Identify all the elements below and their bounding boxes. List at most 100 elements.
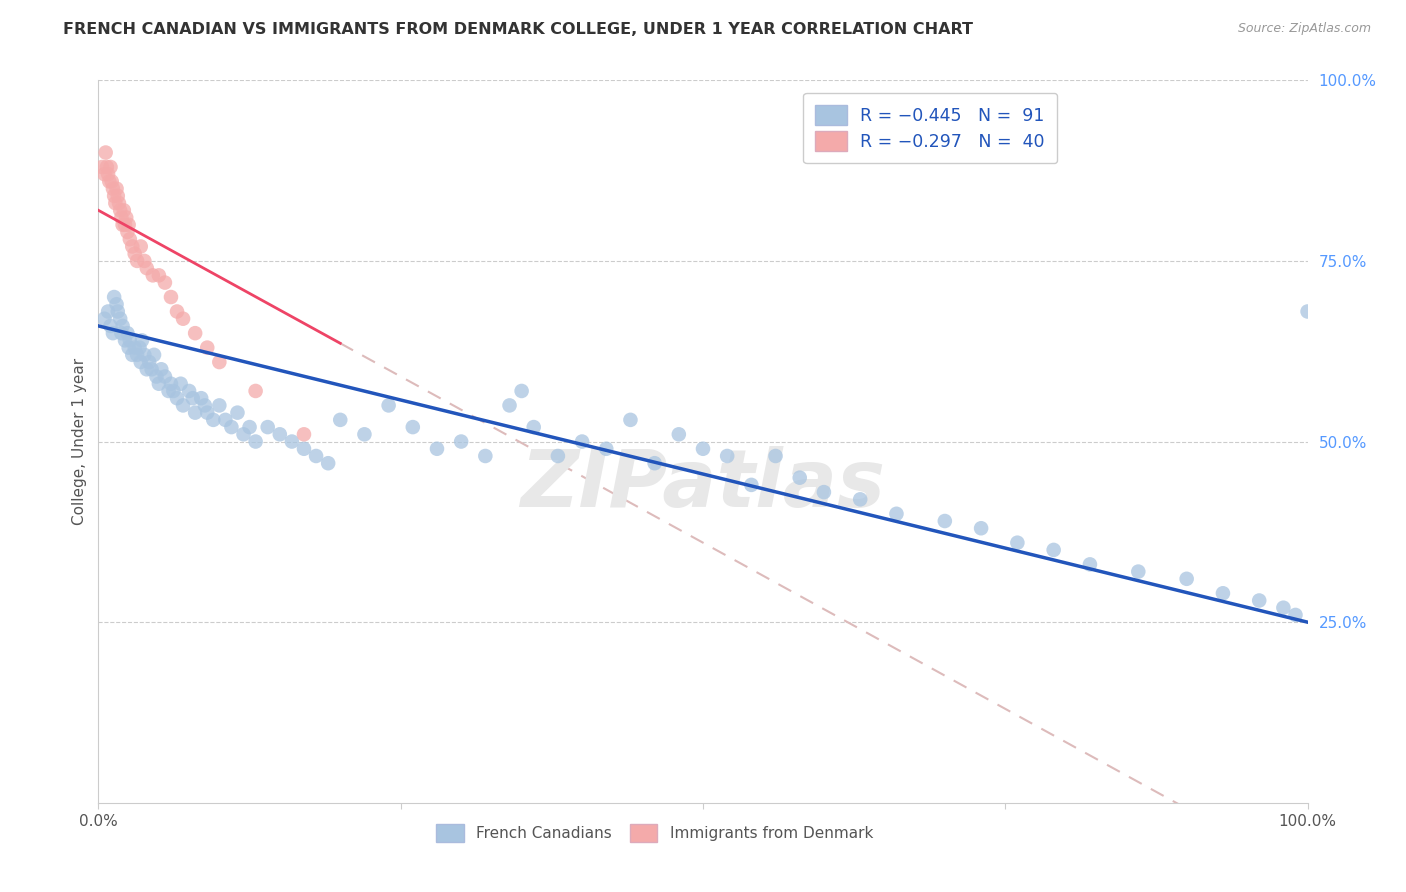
Point — [245, 434, 267, 449]
Point — [121, 239, 143, 253]
Point — [128, 341, 150, 355]
Point — [292, 427, 315, 442]
Point — [117, 326, 139, 340]
Point — [239, 420, 262, 434]
Point — [100, 174, 122, 188]
Point — [118, 334, 141, 348]
Point — [157, 384, 180, 398]
Point — [148, 376, 170, 391]
Point — [129, 355, 152, 369]
Point — [214, 413, 236, 427]
Point — [1272, 600, 1295, 615]
Point — [131, 334, 153, 348]
Point — [179, 384, 201, 398]
Point — [117, 225, 139, 239]
Point — [145, 369, 167, 384]
Point — [107, 304, 129, 318]
Point — [202, 413, 225, 427]
Point — [765, 449, 787, 463]
Point — [1078, 558, 1101, 572]
Point — [184, 406, 207, 420]
Point — [1212, 586, 1234, 600]
Point — [329, 413, 352, 427]
Point — [100, 318, 122, 333]
Y-axis label: College, Under 1 year: College, Under 1 year — [72, 358, 87, 525]
Point — [138, 355, 160, 369]
Point — [195, 341, 218, 355]
Point — [118, 341, 141, 355]
Point — [316, 456, 339, 470]
Point — [97, 167, 120, 181]
Legend: French Canadians, Immigrants from Denmark: French Canadians, Immigrants from Denmar… — [429, 816, 880, 849]
Point — [162, 384, 184, 398]
Point — [93, 167, 115, 181]
Point — [97, 304, 120, 318]
Point — [142, 268, 165, 283]
Point — [100, 160, 122, 174]
Point — [245, 384, 267, 398]
Point — [103, 290, 125, 304]
Point — [426, 442, 449, 456]
Point — [668, 427, 690, 442]
Point — [571, 434, 593, 449]
Point — [194, 398, 217, 412]
Point — [111, 318, 134, 333]
Point — [150, 362, 173, 376]
Point — [184, 326, 207, 340]
Point — [1042, 542, 1064, 557]
Point — [143, 348, 166, 362]
Point — [813, 485, 835, 500]
Point — [141, 362, 163, 376]
Point — [281, 434, 304, 449]
Point — [110, 326, 132, 340]
Point — [101, 182, 124, 196]
Point — [127, 253, 149, 268]
Point — [112, 203, 135, 218]
Text: Source: ZipAtlas.com: Source: ZipAtlas.com — [1237, 22, 1371, 36]
Point — [195, 406, 218, 420]
Point — [94, 145, 117, 160]
Text: FRENCH CANADIAN VS IMMIGRANTS FROM DENMARK COLLEGE, UNDER 1 YEAR CORRELATION CHA: FRENCH CANADIAN VS IMMIGRANTS FROM DENMA… — [63, 22, 973, 37]
Point — [256, 420, 278, 434]
Point — [108, 196, 131, 211]
Point — [523, 420, 546, 434]
Point — [377, 398, 399, 412]
Point — [104, 196, 127, 211]
Point — [111, 218, 134, 232]
Point — [970, 521, 993, 535]
Point — [153, 369, 176, 384]
Point — [498, 398, 520, 412]
Point — [886, 507, 908, 521]
Point — [226, 406, 249, 420]
Point — [1284, 607, 1306, 622]
Point — [1296, 304, 1319, 318]
Point — [135, 362, 157, 376]
Point — [169, 376, 191, 391]
Point — [160, 376, 183, 391]
Point — [849, 492, 872, 507]
Point — [129, 239, 152, 253]
Point — [232, 427, 254, 442]
Point — [134, 253, 156, 268]
Point — [595, 442, 617, 456]
Point — [402, 420, 425, 434]
Point — [93, 311, 115, 326]
Point — [121, 348, 143, 362]
Point — [101, 326, 124, 340]
Point — [510, 384, 533, 398]
Point — [134, 348, 156, 362]
Point — [110, 211, 132, 225]
Point — [91, 160, 114, 174]
Point — [208, 355, 231, 369]
Point — [127, 348, 149, 362]
Point — [619, 413, 641, 427]
Point — [474, 449, 496, 463]
Point — [114, 334, 136, 348]
Point — [105, 182, 128, 196]
Point — [124, 246, 146, 260]
Point — [450, 434, 472, 449]
Point — [740, 478, 762, 492]
Point — [107, 189, 129, 203]
Point — [108, 203, 131, 218]
Point — [115, 211, 138, 225]
